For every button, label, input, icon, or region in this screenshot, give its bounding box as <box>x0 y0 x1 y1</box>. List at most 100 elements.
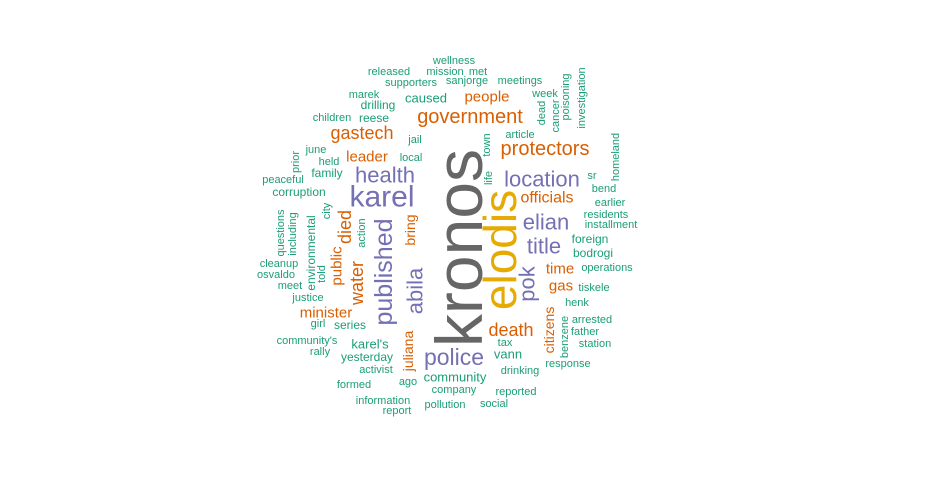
word-released: released <box>368 66 410 78</box>
word-town: town <box>481 133 493 156</box>
word-meet: meet <box>278 280 302 292</box>
word-citizens: citizens <box>541 307 557 354</box>
word-drinking: drinking <box>501 365 540 377</box>
word-station: station <box>579 338 611 350</box>
word-peaceful: peaceful <box>262 174 304 186</box>
word-met: met <box>469 66 487 78</box>
word-health: health <box>355 163 415 188</box>
word-police: police <box>424 344 484 370</box>
word-ago: ago <box>399 376 417 388</box>
word-minister: minister <box>300 305 353 322</box>
word-company: company <box>432 384 477 396</box>
word-protectors: protectors <box>501 138 590 160</box>
word-environmental: environmental <box>304 215 318 290</box>
word-homeland: homeland <box>610 133 622 181</box>
word-vann: vann <box>494 347 522 362</box>
word-water: water <box>347 261 367 306</box>
word-bodrogi: bodrogi <box>573 246 613 260</box>
word-article: article <box>505 129 534 141</box>
word-tax: tax <box>498 337 513 349</box>
word-sr: sr <box>587 170 597 182</box>
word-caused: caused <box>405 91 447 106</box>
word-title: title <box>527 234 561 259</box>
word-girl: girl <box>311 318 326 330</box>
word-community-s: community's <box>277 335 338 347</box>
word-jail: jail <box>407 134 421 146</box>
word-reese: reese <box>359 111 389 125</box>
word-karel: karel <box>349 181 414 214</box>
word-week: week <box>531 88 558 100</box>
word-public: public <box>329 246 346 286</box>
word-report: report <box>383 405 412 417</box>
word-death: death <box>488 320 533 340</box>
word-marek: marek <box>349 89 380 101</box>
word-held: held <box>319 156 340 168</box>
word-operations: operations <box>581 262 633 274</box>
word-told: told <box>316 265 328 283</box>
word-published: published <box>370 218 398 325</box>
word-elodis: elodis <box>474 190 526 310</box>
word-yesterday: yesterday <box>341 350 393 364</box>
word-supporters: supporters <box>385 77 437 89</box>
word-justice: justice <box>291 292 323 304</box>
word-community: community <box>424 370 487 385</box>
word-mission: mission <box>426 66 463 78</box>
word-investigation: investigation <box>576 67 588 128</box>
word-life: life <box>483 171 495 185</box>
word-government: government <box>417 106 523 128</box>
word-including: including <box>287 212 299 255</box>
word-cancer: cancer <box>550 99 562 132</box>
word-gas: gas <box>549 278 573 295</box>
word-officials: officials <box>520 190 573 207</box>
word-dead: dead <box>536 101 548 125</box>
word-osvaldo: osvaldo <box>257 269 295 281</box>
word-pok: pok <box>515 265 540 301</box>
word-local: local <box>400 152 423 164</box>
word-drilling: drilling <box>361 98 396 112</box>
word-tiskele: tiskele <box>578 282 609 294</box>
word-benzene: benzene <box>559 316 571 358</box>
word-june: june <box>305 144 327 156</box>
word-city: city <box>321 202 333 219</box>
word-pollution: pollution <box>425 399 466 411</box>
word-cleanup: cleanup <box>260 258 299 270</box>
word-installment: installment <box>585 219 638 231</box>
word-bend: bend <box>592 183 616 195</box>
word-bring: bring <box>402 214 418 245</box>
word-henk: henk <box>565 297 589 309</box>
word-response: response <box>545 358 590 370</box>
word-formed: formed <box>337 379 371 391</box>
word-gastech: gastech <box>330 123 393 143</box>
word-foreign: foreign <box>572 232 609 246</box>
word-prior: prior <box>290 151 302 173</box>
word-people: people <box>464 89 509 106</box>
word-time: time <box>546 261 574 278</box>
word-earlier: earlier <box>595 197 626 209</box>
word-abila: abila <box>403 267 428 314</box>
word-poisoning: poisoning <box>560 73 572 120</box>
word-information: information <box>356 395 410 407</box>
word-died: died <box>335 210 355 244</box>
word-sanjorge: sanjorge <box>446 75 488 87</box>
word-location: location <box>504 167 580 192</box>
word-father: father <box>571 326 599 338</box>
word-children: children <box>313 112 352 124</box>
word-leader: leader <box>346 149 388 166</box>
word-social: social <box>480 398 508 410</box>
word-rally: rally <box>310 346 331 358</box>
word-corruption: corruption <box>272 185 325 199</box>
word-meetings: meetings <box>498 75 543 87</box>
word-juliana: juliana <box>400 331 416 373</box>
word-series: series <box>334 318 366 332</box>
word-reported: reported <box>496 386 537 398</box>
word-wellness: wellness <box>432 55 476 67</box>
word-arrested: arrested <box>572 314 612 326</box>
word-family: family <box>311 166 342 180</box>
word-activist: activist <box>359 364 393 376</box>
word-karel-s: karel's <box>351 337 389 352</box>
word-residents: residents <box>584 209 629 221</box>
word-questions: questions <box>275 209 287 257</box>
word-kronos: kronos <box>422 149 496 347</box>
word-elian: elian <box>523 210 569 235</box>
